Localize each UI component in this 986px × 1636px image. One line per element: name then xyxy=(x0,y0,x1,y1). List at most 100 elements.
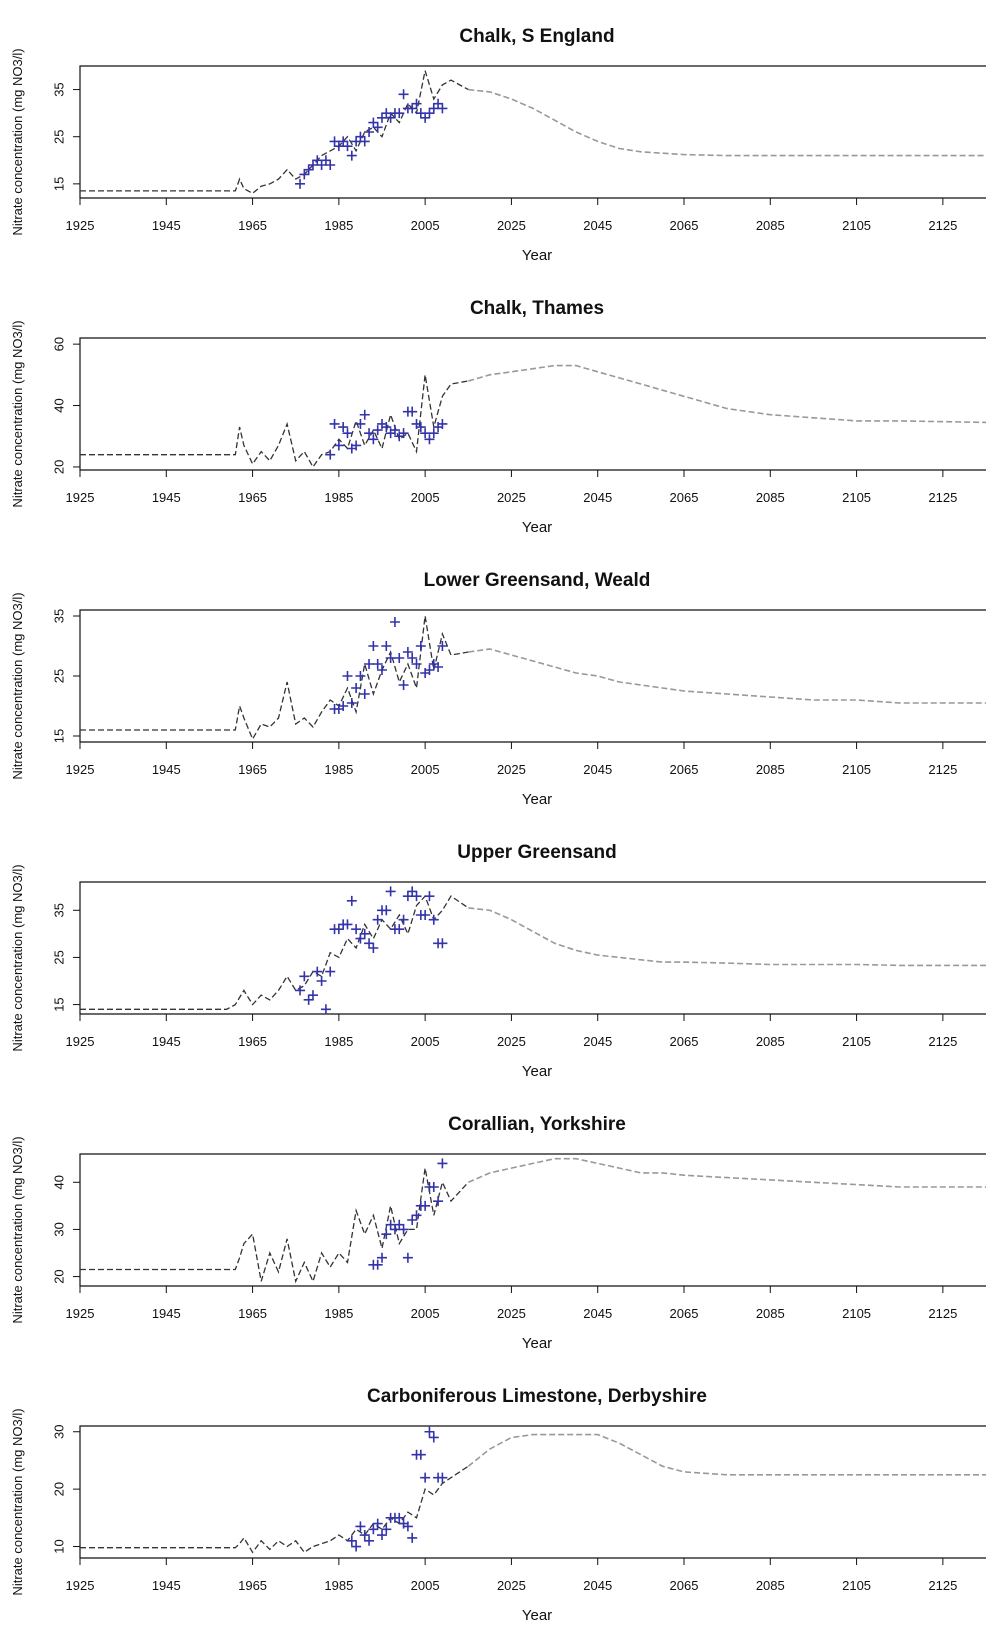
panel-1-x-axis-label: Year xyxy=(522,247,552,264)
panel-4-observed-point xyxy=(312,966,323,977)
panel-5-x-tick-label: 1985 xyxy=(324,1306,353,1321)
panel-5-observed-point xyxy=(402,1252,413,1263)
panel-1-observed-point xyxy=(355,131,366,142)
panel-1-x-tick-label: 2085 xyxy=(756,218,785,233)
panel-5-observed-point xyxy=(411,1210,422,1221)
panel-5-x-tick-label: 1925 xyxy=(66,1306,95,1321)
panel-1-observed-point xyxy=(342,141,353,152)
panel-6-observed-point xyxy=(420,1472,431,1483)
panel-2-observed-point xyxy=(338,422,349,433)
panel-1-plot-frame xyxy=(79,65,986,199)
panel-1-observed-point xyxy=(299,169,310,180)
panel-4-x-axis-label: Year xyxy=(522,1063,552,1080)
panel-4-observed-point xyxy=(307,990,318,1001)
panel-5-x-tick-label: 2005 xyxy=(411,1306,440,1321)
panel-4-observed-point xyxy=(346,895,357,906)
panel-2-x-tick-label: 2025 xyxy=(497,490,526,505)
panel-2-model-line-historic xyxy=(80,374,469,469)
panel-3-x-tick-label: 2065 xyxy=(670,762,699,777)
panel-3-y-tick-label: 15 xyxy=(51,729,66,743)
panel-6-x-tick-label: 2025 xyxy=(497,1578,526,1593)
panel-6-x-axis-label: Year xyxy=(522,1607,552,1624)
panel-3-x-tick-label: 1945 xyxy=(152,762,181,777)
panel-4-x-tick-label: 2105 xyxy=(842,1034,871,1049)
panel-5-observed-point xyxy=(381,1229,392,1240)
panel-2-observed-point xyxy=(329,418,340,429)
panel-3-observed-point xyxy=(411,659,422,669)
panel-3-title: Lower Greensand, Weald xyxy=(424,570,651,591)
panel-6-observed-point xyxy=(415,1449,426,1460)
panel-6-plot-frame xyxy=(79,1425,986,1559)
panel-6-y-tick-label: 30 xyxy=(51,1425,66,1439)
panel-1-observed-point xyxy=(377,112,387,123)
panel-4-x-tick-label: 2085 xyxy=(756,1034,785,1049)
panel-1-observed-point xyxy=(372,122,383,133)
panel-5-x-tick-label: 1965 xyxy=(238,1306,267,1321)
panel-2-observed-point xyxy=(381,422,392,433)
panel-3-x-tick-label: 2045 xyxy=(583,762,612,777)
panel-4-observed-point xyxy=(407,886,418,897)
panel-4-y-tick-label: 25 xyxy=(51,950,66,964)
panel-2-observed-point xyxy=(355,418,366,429)
panel-3-y-tick-label: 35 xyxy=(51,609,66,623)
panel-3-observed-point xyxy=(368,641,379,651)
panel-2-observed-point xyxy=(398,428,409,439)
panel-3-model-line-forecast xyxy=(468,648,986,704)
panel-5-observed-point xyxy=(420,1200,431,1211)
panel-2-observed-point xyxy=(424,434,435,445)
panel-6-observed-point xyxy=(377,1530,387,1541)
panel-1-observed-point xyxy=(420,112,431,123)
panel-6-x-tick-label: 2005 xyxy=(411,1578,440,1593)
panel-1-observed-point xyxy=(312,155,323,166)
panel-2-observed-point xyxy=(372,425,383,436)
panel-5-model-line-historic xyxy=(80,1167,469,1284)
panel-1-title: Chalk, S England xyxy=(459,26,614,47)
panel-2-y-tick-label: 40 xyxy=(51,398,66,412)
panel-4-observed-point xyxy=(385,886,396,897)
panel-6-observed-point xyxy=(368,1524,379,1535)
panel-6-observed-point xyxy=(428,1432,439,1443)
panel-3-model-line-historic xyxy=(80,615,469,741)
panel-4-observed-point xyxy=(351,924,362,935)
panel-6-observed-point xyxy=(359,1530,370,1541)
panel-5-y-tick-label: 30 xyxy=(51,1222,66,1236)
panel-4-observed-point xyxy=(437,938,448,949)
panel-4-observed-point xyxy=(424,891,435,902)
panel-3-x-tick-label: 2005 xyxy=(411,762,440,777)
panel-1-x-tick-label: 1925 xyxy=(66,218,95,233)
panel-4-observed-point xyxy=(303,994,314,1005)
panel-5-observed-point xyxy=(407,1215,418,1225)
panel-2-observed-point xyxy=(351,440,362,451)
panel-2-model-line-forecast xyxy=(468,364,986,424)
panel-5-observed-point xyxy=(433,1196,444,1207)
panel-2-observed-point xyxy=(389,425,400,436)
panel-2-x-tick-label: 2065 xyxy=(670,490,699,505)
panel-3-observed-point xyxy=(402,647,413,657)
panel-6-observed-point xyxy=(364,1535,375,1546)
panel-1-x-tick-label: 2005 xyxy=(411,218,440,233)
panel-6-x-tick-label: 2085 xyxy=(756,1578,785,1593)
panel-2-y-axis-label: Nitrate concentration (mg NO3/l) xyxy=(10,320,25,507)
panel-1-observed-point xyxy=(320,155,331,166)
panel-3-observed-point xyxy=(424,665,435,675)
panel-4-observed-point xyxy=(394,924,405,935)
panel-4-observed-point xyxy=(428,914,439,925)
panel-3-observed-point xyxy=(398,680,409,690)
panel-5-observed-point xyxy=(385,1219,396,1230)
panel-6-x-tick-label: 1965 xyxy=(238,1578,267,1593)
panel-3-y-tick-label: 25 xyxy=(51,669,66,683)
panel-2-x-tick-label: 2005 xyxy=(411,490,440,505)
panel-3-x-tick-label: 2085 xyxy=(756,762,785,777)
panel-3-y-axis-label: Nitrate concentration (mg NO3/l) xyxy=(10,592,25,779)
panel-3-plot-frame xyxy=(79,609,986,743)
panel-6-x-tick-label: 2105 xyxy=(842,1578,871,1593)
panel-3-observed-point xyxy=(433,662,444,672)
panel-5-title: Corallian, Yorkshire xyxy=(448,1114,626,1135)
panel-4-observed-point xyxy=(325,966,336,977)
panel-2-y-tick-label: 20 xyxy=(51,460,66,474)
panel-1-observed-point xyxy=(368,117,379,128)
panel-5-x-tick-label: 1945 xyxy=(152,1306,181,1321)
panel-1-observed-point xyxy=(295,178,306,189)
panel-4-title: Upper Greensand xyxy=(457,842,616,863)
panel-2-x-tick-label: 1925 xyxy=(66,490,95,505)
